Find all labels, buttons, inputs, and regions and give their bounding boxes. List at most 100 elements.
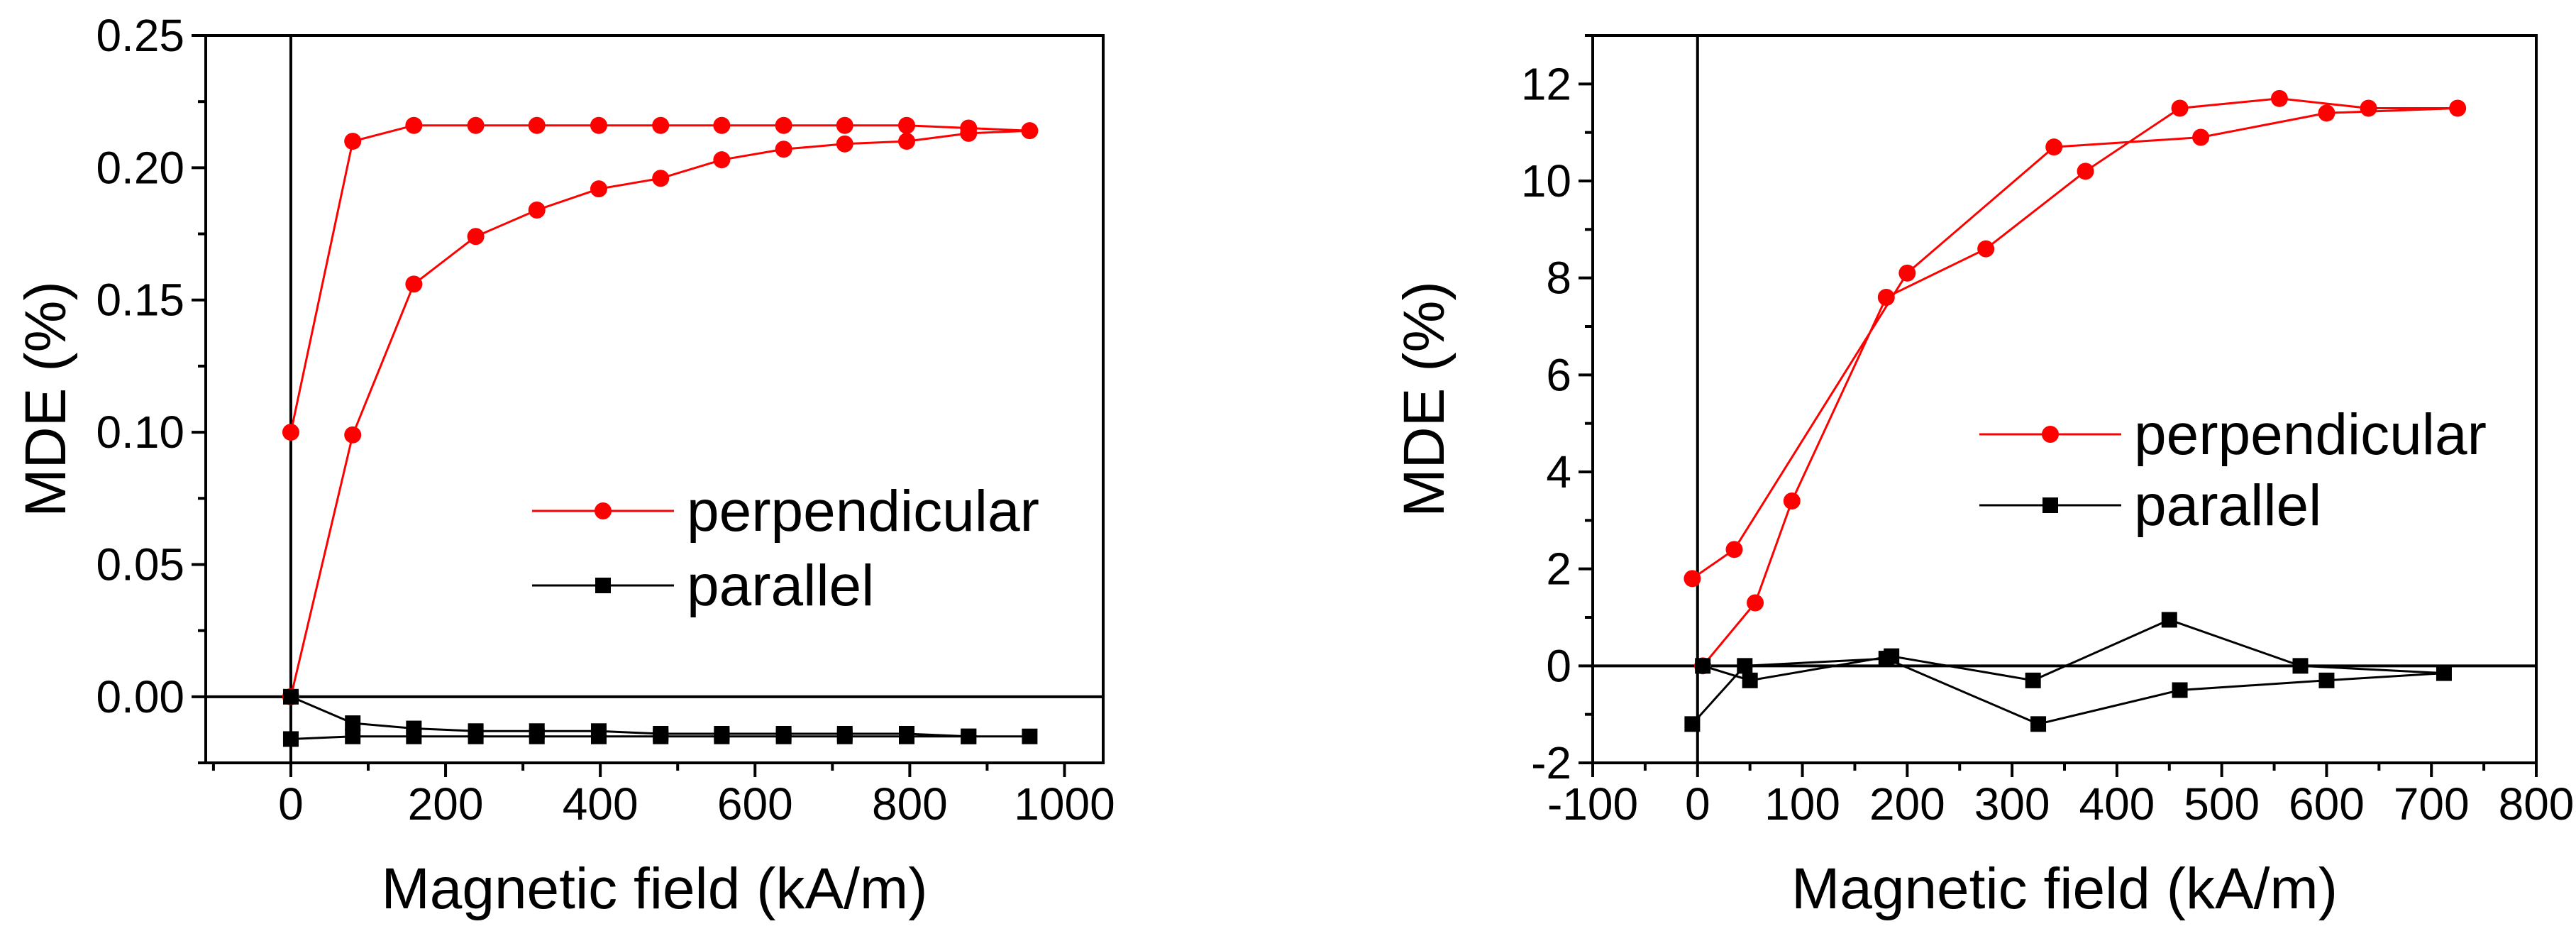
x-tick-label: 800 [872, 778, 948, 830]
perpendicular-point [898, 133, 916, 150]
legend-parallel-label: parallel [2134, 473, 2321, 538]
perpendicular-point [528, 116, 546, 134]
parallel-point [345, 728, 361, 744]
perpendicular-point [1877, 289, 1895, 306]
parallel-point [653, 728, 669, 744]
x-tick-label: 700 [2394, 778, 2470, 830]
perpendicular-point [713, 116, 731, 134]
y-tick-label: 4 [1546, 446, 1571, 497]
perpendicular-point [1747, 594, 1764, 612]
x-tick-label: 100 [1764, 778, 1840, 830]
parallel-point [899, 728, 915, 744]
perpendicular-point [2449, 99, 2467, 117]
perpendicular-line [289, 124, 1030, 698]
perpendicular-point [775, 141, 792, 158]
parallel-point [1878, 651, 1894, 667]
perpendicular-point [344, 133, 362, 150]
parallel-point [1742, 672, 1758, 688]
perpendicular-point [775, 116, 792, 134]
y-tick-label: 12 [1521, 58, 1571, 109]
perpendicular-point [1725, 541, 1743, 558]
perpendicular-point [1783, 492, 1801, 510]
x-tick-label: 0 [1685, 778, 1710, 830]
perpendicular-point [898, 116, 916, 134]
perpendicular-point [590, 116, 607, 134]
parallel-point [529, 728, 545, 744]
x-tick-label: 400 [563, 778, 639, 830]
x-tick-label: 200 [1869, 778, 1945, 830]
parallel-point [775, 728, 792, 744]
x-tick-label: 400 [2079, 778, 2155, 830]
legend-parallel-marker [595, 578, 611, 593]
parallel-point [282, 731, 299, 747]
perpendicular-point [2171, 99, 2189, 117]
perpendicular-point [2270, 89, 2288, 107]
y-tick-label: 2 [1546, 544, 1571, 595]
y-tick-label: 0.00 [96, 671, 184, 722]
parallel-point [468, 728, 484, 744]
legend-perpendicular-marker [2042, 426, 2059, 443]
parallel-point [836, 728, 853, 744]
parallel-point [406, 728, 422, 744]
y-tick-label: 10 [1521, 155, 1571, 207]
perpendicular-point [836, 135, 853, 153]
parallel-point [2318, 672, 2335, 688]
x-axis-title: Magnetic field (kA/m) [1791, 857, 2338, 921]
legend-perpendicular-marker [595, 502, 612, 519]
perpendicular-point [528, 202, 546, 219]
x-tick-label: 300 [1974, 778, 2050, 830]
x-axis-title: Magnetic field (kA/m) [381, 857, 927, 921]
legend-parallel-label: parallel [687, 554, 874, 618]
x-tick-label: 500 [2184, 778, 2260, 830]
perpendicular-point [467, 228, 485, 246]
parallel-point [1684, 716, 1701, 732]
parallel-point [590, 728, 607, 744]
y-tick-label: 0.10 [96, 407, 184, 458]
perpendicular-point [1898, 264, 1916, 282]
x-tick-label: 200 [408, 778, 484, 830]
parallel-point [714, 728, 730, 744]
perpendicular-point [405, 275, 423, 293]
parallel-point [2025, 672, 2041, 688]
parallel-point [2292, 658, 2309, 674]
parallel-point [1737, 658, 1753, 674]
plot-frame [204, 34, 1105, 764]
perpendicular-point [2045, 138, 2063, 156]
parallel-point [1695, 658, 1711, 674]
perpendicular-point [836, 116, 853, 134]
perpendicular-point [467, 116, 485, 134]
parallel-point [2030, 716, 2047, 732]
x-tick-label: 600 [717, 778, 793, 830]
y-tick-label: 0.20 [96, 142, 184, 193]
parallel-point [345, 715, 361, 732]
x-tick-label: -100 [1547, 778, 1638, 830]
perpendicular-point [1977, 240, 1995, 258]
perpendicular-point [405, 116, 423, 134]
parallel-line [1691, 618, 2445, 725]
plot-frame [1591, 34, 2538, 764]
perpendicular-point [2192, 128, 2210, 146]
perpendicular-point [2360, 99, 2377, 117]
legend-perpendicular-label: perpendicular [687, 479, 1039, 544]
x-tick-label: 600 [2289, 778, 2365, 830]
y-axis-title: MDE (%) [13, 281, 78, 517]
y-tick-label: 0 [1546, 640, 1571, 691]
parallel-point [2436, 665, 2452, 681]
perpendicular-point [344, 426, 362, 444]
parallel-point [2161, 612, 2177, 628]
perpendicular-line [1691, 97, 2458, 667]
parallel-point [282, 688, 299, 705]
y-tick-label: 0.25 [96, 10, 184, 61]
legend-parallel-marker [2042, 497, 2058, 513]
y-tick-label: 6 [1546, 349, 1571, 400]
x-tick-label: 1000 [1014, 778, 1115, 830]
perpendicular-point [1684, 570, 1701, 588]
left-chart: 0 200 400 600 800 1000 0.00 0.05 0.10 0.15 0.20 0.2… [13, 10, 1115, 921]
perpendicular-point [713, 151, 731, 169]
perpendicular-point [282, 424, 299, 441]
x-tick-label: 800 [2499, 778, 2575, 830]
right-chart: -100 0 100 200 300 400 500 600 700 800 -2 0 2 4 6 8 10 12… [1392, 34, 2575, 921]
y-tick-label: 0.05 [96, 539, 184, 590]
legend-perpendicular-label: perpendicular [2134, 402, 2487, 467]
perpendicular-point [2318, 104, 2335, 122]
